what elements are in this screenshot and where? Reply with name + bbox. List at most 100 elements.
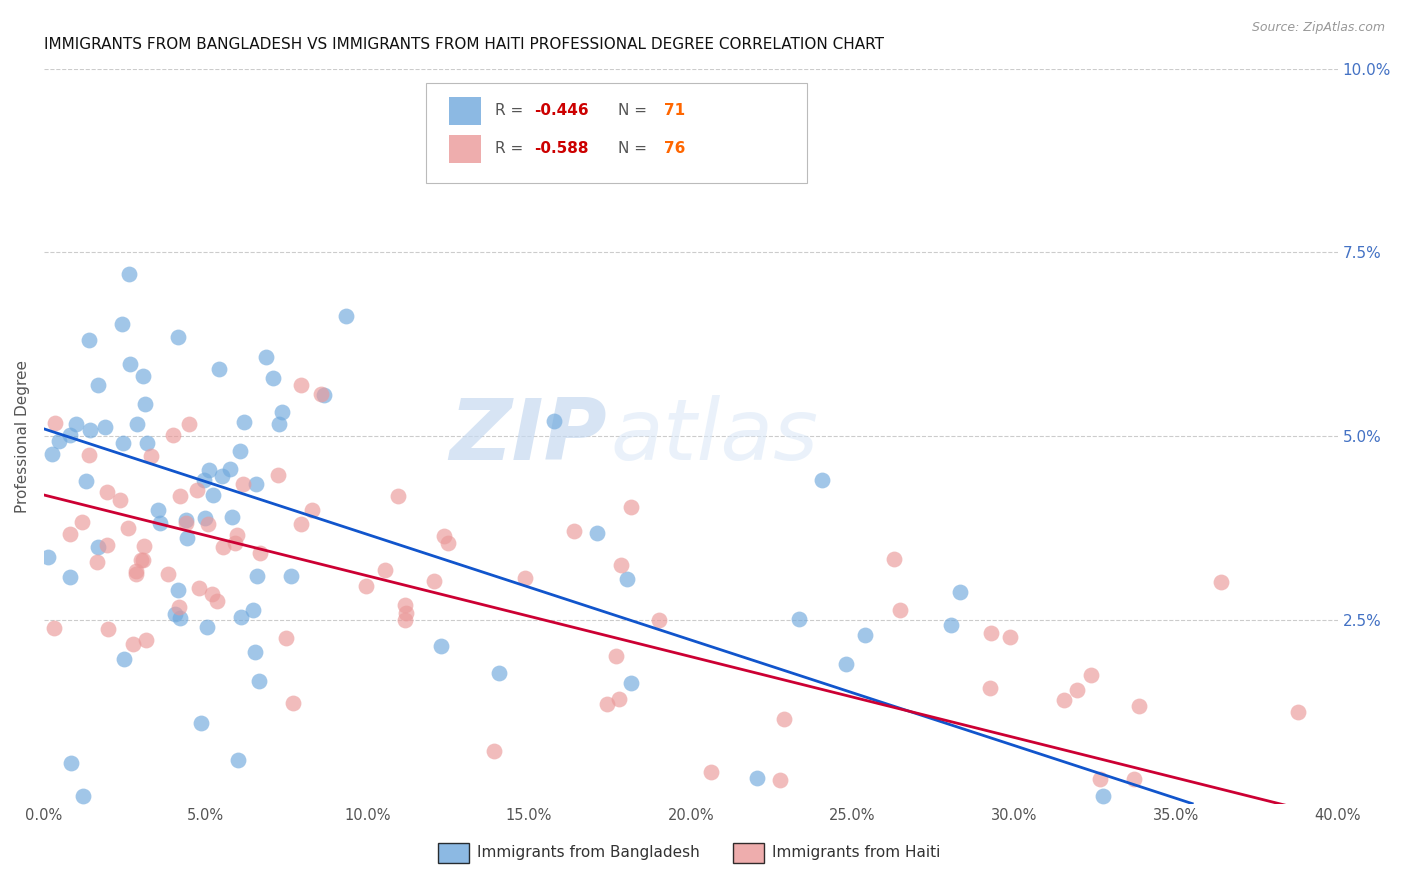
Point [118, 267, 141, 281]
Text: Immigrants from Haiti: Immigrants from Haiti [772, 845, 941, 860]
Point [177, 417, 200, 431]
Point [309, 387, 332, 401]
Point [193, 474, 215, 488]
Point [941, 618, 963, 632]
Point [48, 434, 70, 449]
Point [245, 476, 267, 491]
Point [125, 564, 148, 578]
Point [125, 417, 148, 432]
Point [1211, 575, 1233, 590]
Point [1128, 698, 1150, 713]
Point [274, 631, 297, 645]
Point [86, 555, 108, 569]
Point [269, 417, 291, 431]
Point [374, 563, 396, 577]
Point [249, 546, 271, 560]
Text: R =: R = [495, 103, 529, 118]
Point [484, 743, 506, 757]
Point [188, 581, 211, 595]
Point [77, 448, 100, 462]
Point [233, 415, 256, 429]
Point [1122, 772, 1144, 786]
Point [44, 416, 66, 430]
Point [436, 536, 458, 550]
Point [605, 648, 627, 663]
Point [111, 436, 134, 450]
Point [648, 613, 671, 627]
Point [79, 423, 101, 437]
Text: -0.588: -0.588 [534, 141, 589, 156]
Point [280, 569, 302, 583]
Point [59, 570, 82, 584]
Point [232, 477, 254, 491]
Point [176, 532, 198, 546]
Point [198, 463, 221, 477]
Point [87, 541, 110, 555]
Point [121, 637, 143, 651]
Point [70, 515, 93, 529]
Point [700, 764, 723, 779]
Point [163, 607, 186, 622]
Point [169, 490, 191, 504]
Point [1286, 705, 1309, 719]
Point [146, 503, 169, 517]
Point [430, 639, 453, 653]
Point [229, 444, 252, 458]
Point [609, 558, 631, 572]
Point [197, 516, 219, 531]
Point [162, 428, 184, 442]
Point [208, 362, 231, 376]
Point [488, 665, 510, 680]
Point [254, 350, 277, 364]
Point [290, 377, 312, 392]
Point [948, 585, 970, 599]
Point [134, 397, 156, 411]
Point [1088, 772, 1111, 786]
Point [59, 428, 82, 442]
FancyBboxPatch shape [449, 135, 481, 162]
Point [132, 553, 155, 567]
Point [79, 333, 101, 347]
Point [247, 674, 270, 689]
Point [96, 539, 118, 553]
Point [65, 417, 87, 431]
Point [41, 447, 63, 461]
Y-axis label: Professional Degree: Professional Degree [15, 359, 30, 513]
Point [149, 516, 172, 530]
FancyBboxPatch shape [426, 84, 807, 183]
Point [354, 579, 377, 593]
Point [301, 503, 323, 517]
Point [387, 489, 409, 503]
Point [620, 500, 643, 514]
Point [1066, 683, 1088, 698]
FancyBboxPatch shape [449, 96, 481, 125]
Point [270, 405, 292, 419]
Point [228, 753, 250, 767]
Point [194, 511, 217, 525]
Point [202, 488, 225, 502]
Point [221, 509, 243, 524]
Text: 76: 76 [664, 141, 685, 156]
Point [226, 528, 249, 542]
Point [167, 582, 190, 597]
Point [120, 357, 142, 371]
Point [167, 330, 190, 344]
Text: ZIP: ZIP [449, 394, 607, 478]
Point [243, 645, 266, 659]
Point [174, 516, 197, 530]
Point [242, 603, 264, 617]
Point [246, 569, 269, 583]
Point [616, 572, 638, 586]
Point [423, 574, 446, 589]
Point [745, 771, 768, 785]
Point [112, 652, 135, 666]
Text: -0.446: -0.446 [534, 103, 589, 118]
Point [195, 619, 218, 633]
Point [134, 539, 156, 553]
Point [1080, 668, 1102, 682]
Point [96, 485, 118, 500]
Point [136, 435, 159, 450]
Point [93, 419, 115, 434]
Point [117, 521, 139, 535]
Point [218, 462, 240, 476]
